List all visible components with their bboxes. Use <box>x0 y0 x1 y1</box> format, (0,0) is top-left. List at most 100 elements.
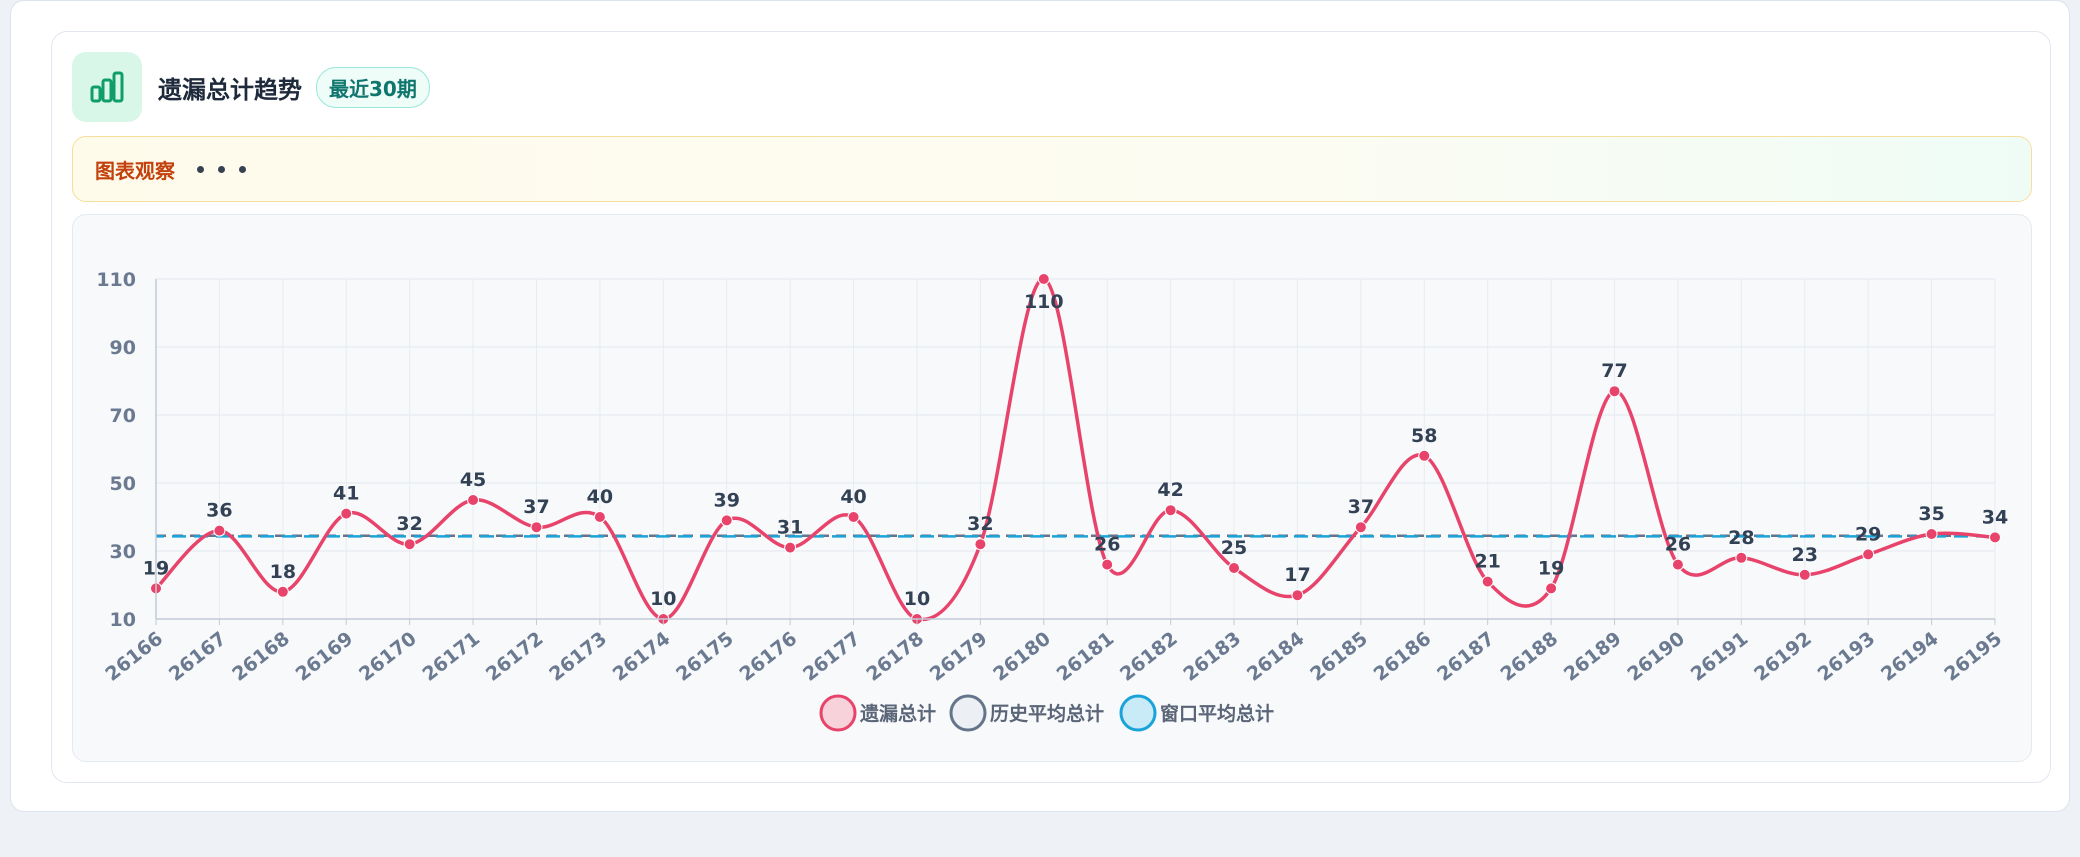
data-label: 58 <box>1411 425 1437 447</box>
legend-item[interactable]: 遗漏总计 <box>819 694 936 732</box>
y-tick-label: 10 <box>110 609 136 631</box>
data-label: 36 <box>206 500 232 522</box>
x-tick-label: 26190 <box>1623 628 1689 686</box>
data-point[interactable] <box>974 538 987 551</box>
x-tick-label: 26171 <box>419 628 485 686</box>
chart-area: 19 36 18 41 32 45 37 40 10 39 31 40 10 32 110 26 42 25 17 3… <box>72 214 2032 762</box>
data-label: 40 <box>840 486 866 508</box>
x-tick-label: 26170 <box>355 628 421 686</box>
chart-title: 遗漏总计趋势 <box>158 75 302 104</box>
y-tick-label: 90 <box>110 337 136 359</box>
x-tick-label: 26167 <box>165 628 231 686</box>
data-label: 31 <box>777 517 803 539</box>
x-tick-label: 26174 <box>609 628 675 686</box>
data-point[interactable] <box>1545 582 1558 595</box>
data-point[interactable] <box>1671 558 1684 571</box>
legend-item[interactable]: 窗口平均总计 <box>1119 694 1274 732</box>
x-tick-label: 26185 <box>1306 628 1372 686</box>
series-line-main <box>154 277 1996 622</box>
data-label: 21 <box>1474 551 1500 573</box>
data-point[interactable] <box>1291 589 1304 602</box>
data-label: 37 <box>1348 496 1374 518</box>
trend-card: 遗漏总计趋势 最近30期 图表观察 19 36 18 41 32 45 37 40 10 39 31… <box>51 31 2051 783</box>
legend-label: 遗漏总计 <box>859 702 936 725</box>
x-tick-label: 26173 <box>545 628 611 686</box>
data-label: 45 <box>460 469 486 491</box>
data-label: 34 <box>1982 506 2008 528</box>
x-tick-label: 26187 <box>1433 628 1499 686</box>
data-label: 42 <box>1157 479 1183 501</box>
legend-item[interactable]: 历史平均总计 <box>949 694 1104 732</box>
data-label: 10 <box>904 588 930 610</box>
data-point[interactable] <box>1418 449 1431 462</box>
legend-marker <box>949 694 987 732</box>
data-label: 26 <box>1094 534 1120 556</box>
data-point[interactable] <box>1037 273 1050 285</box>
data-point[interactable] <box>1735 551 1748 564</box>
data-point[interactable] <box>720 514 733 527</box>
data-point[interactable] <box>403 538 416 551</box>
x-tick-label: 26193 <box>1814 628 1880 686</box>
data-label: 26 <box>1665 534 1691 556</box>
y-tick-label: 110 <box>96 269 136 291</box>
x-tick-label: 26182 <box>1116 628 1182 686</box>
data-point[interactable] <box>1862 548 1875 561</box>
data-point[interactable] <box>1354 521 1367 534</box>
data-point[interactable] <box>276 585 289 598</box>
data-point[interactable] <box>467 494 480 506</box>
x-tick-label: 26169 <box>292 628 358 686</box>
data-point[interactable] <box>340 507 353 520</box>
bar-chart-icon <box>72 52 142 122</box>
observation-panel[interactable]: 图表观察 <box>72 136 2032 202</box>
data-label: 28 <box>1728 527 1754 549</box>
x-tick-label: 26175 <box>672 628 738 686</box>
legend-marker <box>819 694 857 732</box>
data-point[interactable] <box>1608 385 1621 398</box>
data-point[interactable] <box>593 511 606 523</box>
y-tick-label: 70 <box>110 405 136 427</box>
x-tick-label: 26195 <box>1940 628 2006 686</box>
data-label: 32 <box>396 513 422 535</box>
data-point[interactable] <box>1101 558 1114 571</box>
x-tick-label: 26166 <box>101 628 167 686</box>
x-tick-label: 26186 <box>1370 628 1436 686</box>
data-point[interactable] <box>1228 562 1241 574</box>
line-chart: 19 36 18 41 32 45 37 40 10 39 31 40 10 32 110 26 42 25 17 3… <box>96 269 2008 732</box>
card-header: 遗漏总计趋势 最近30期 <box>72 52 430 122</box>
data-label: 40 <box>587 486 613 508</box>
data-label: 110 <box>1024 291 1064 313</box>
legend-marker <box>1119 694 1157 732</box>
data-label: 77 <box>1601 360 1627 382</box>
x-tick-label: 26184 <box>1243 628 1309 686</box>
data-point[interactable] <box>1925 528 1938 540</box>
data-point[interactable] <box>784 541 797 554</box>
data-point[interactable] <box>1164 504 1177 517</box>
x-tick-label: 26183 <box>1179 628 1245 686</box>
x-tick-label: 26192 <box>1750 628 1816 686</box>
x-tick-label: 26194 <box>1877 628 1943 686</box>
data-label: 41 <box>333 483 359 505</box>
data-label: 10 <box>650 588 676 610</box>
data-label: 17 <box>1284 564 1310 586</box>
x-tick-label: 26177 <box>799 628 865 686</box>
data-point[interactable] <box>1481 575 1494 588</box>
x-tick-label: 26180 <box>989 628 1055 686</box>
page-container: 遗漏总计趋势 最近30期 图表观察 19 36 18 41 32 45 37 40 10 39 31… <box>10 0 2070 812</box>
data-label: 39 <box>713 489 739 511</box>
x-tick-label: 26168 <box>228 628 294 686</box>
data-label: 19 <box>1538 557 1564 579</box>
data-point[interactable] <box>847 511 860 523</box>
loading-dots-icon <box>197 165 246 173</box>
observation-label: 图表观察 <box>95 158 175 183</box>
data-point[interactable] <box>1798 568 1811 581</box>
data-label: 18 <box>270 561 296 583</box>
data-point[interactable] <box>530 521 543 534</box>
data-point[interactable] <box>1989 531 2001 544</box>
data-point[interactable] <box>213 524 226 537</box>
data-label: 37 <box>523 496 549 518</box>
data-label: 29 <box>1855 523 1881 545</box>
x-tick-label: 26178 <box>862 628 928 686</box>
x-tick-label: 26191 <box>1687 628 1753 686</box>
data-label: 25 <box>1221 537 1247 559</box>
data-label: 35 <box>1918 503 1944 525</box>
